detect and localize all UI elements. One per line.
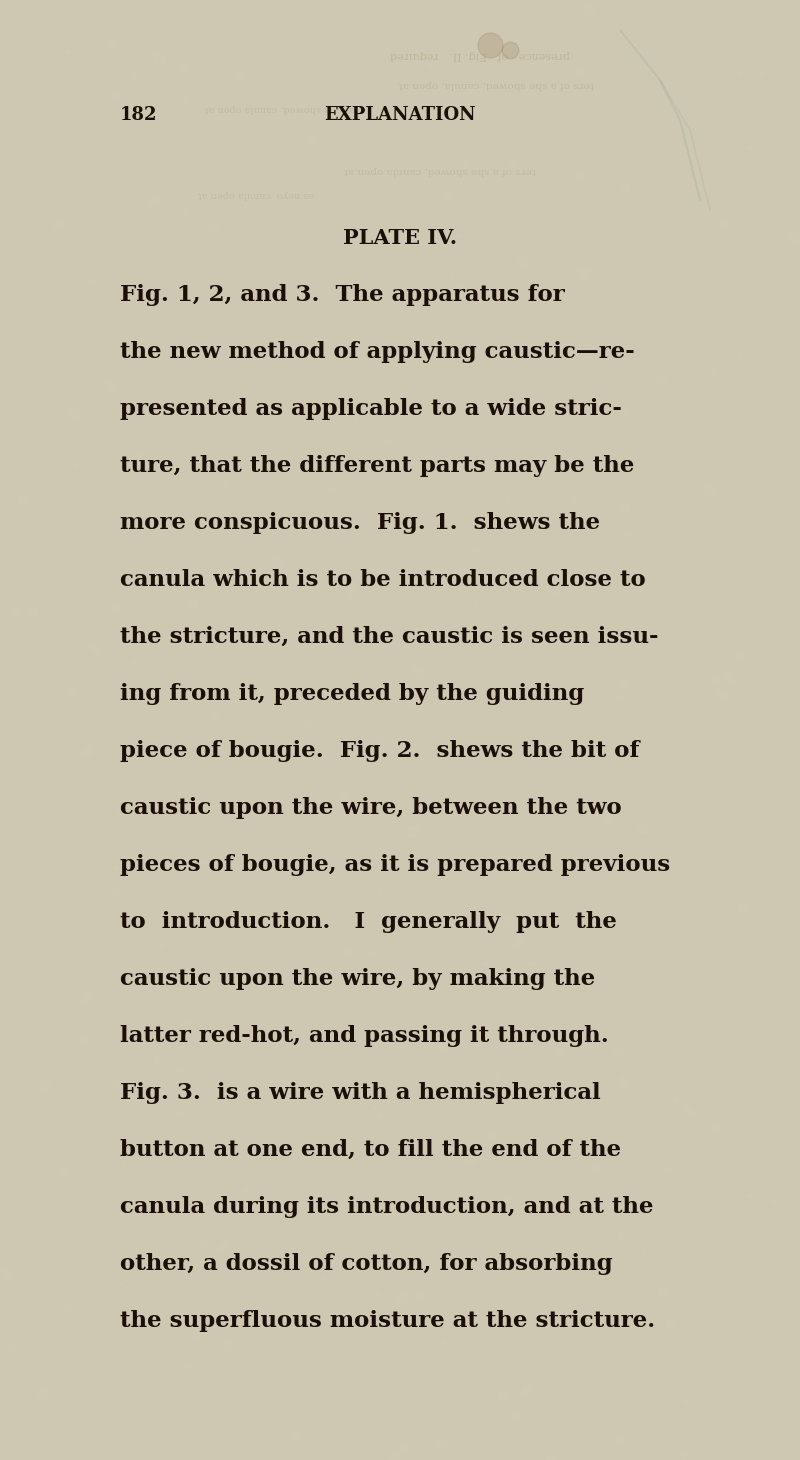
Text: EXPLANATION: EXPLANATION: [324, 107, 476, 124]
Text: pieces of bougie, as it is prepared previous: pieces of bougie, as it is prepared prev…: [120, 854, 670, 876]
Text: PLATE IV.: PLATE IV.: [343, 228, 457, 248]
Text: as she showed, canula open at: as she showed, canula open at: [205, 104, 355, 112]
Text: ing from it, preceded by the guiding: ing from it, preceded by the guiding: [120, 683, 584, 705]
Text: latter red-hot, and passing it through.: latter red-hot, and passing it through.: [120, 1025, 609, 1047]
Text: presence   of   Fig. II.   required: presence of Fig. II. required: [390, 50, 570, 60]
Text: 182: 182: [120, 107, 158, 124]
Text: ture, that the different parts may be the: ture, that the different parts may be th…: [120, 456, 634, 477]
Text: canula which is to be introduced close to: canula which is to be introduced close t…: [120, 569, 646, 591]
Text: caustic upon the wire, between the two: caustic upon the wire, between the two: [120, 797, 622, 819]
Text: canula during its introduction, and at the: canula during its introduction, and at t…: [120, 1196, 654, 1218]
Text: to  introduction.   I  generally  put  the: to introduction. I generally put the: [120, 911, 617, 933]
Text: button at one end, to fill the end of the: button at one end, to fill the end of th…: [120, 1139, 621, 1161]
Text: the superfluous moisture at the stricture.: the superfluous moisture at the strictur…: [120, 1310, 655, 1332]
Text: Fig. 1, 2, and 3.  The apparatus for: Fig. 1, 2, and 3. The apparatus for: [120, 285, 565, 307]
Text: ters of a she showed, canula, open at: ters of a she showed, canula, open at: [398, 80, 594, 89]
Text: piece of bougie.  Fig. 2.  shews the bit of: piece of bougie. Fig. 2. shews the bit o…: [120, 740, 639, 762]
Text: Fig. 3.  is a wire with a hemispherical: Fig. 3. is a wire with a hemispherical: [120, 1082, 601, 1104]
Text: ters of a she showed, canula open at: ters of a she showed, canula open at: [344, 165, 536, 175]
Text: as neyo  canula open at: as neyo canula open at: [198, 190, 314, 200]
Text: more conspicuous.  Fig. 1.  shews the: more conspicuous. Fig. 1. shews the: [120, 512, 600, 534]
Text: the new method of applying caustic—re-: the new method of applying caustic—re-: [120, 342, 634, 364]
Text: other, a dossil of cotton, for absorbing: other, a dossil of cotton, for absorbing: [120, 1253, 613, 1275]
Text: caustic upon the wire, by making the: caustic upon the wire, by making the: [120, 968, 595, 990]
Text: presented as applicable to a wide stric-: presented as applicable to a wide stric-: [120, 399, 622, 420]
Text: the stricture, and the caustic is seen issu-: the stricture, and the caustic is seen i…: [120, 626, 658, 648]
